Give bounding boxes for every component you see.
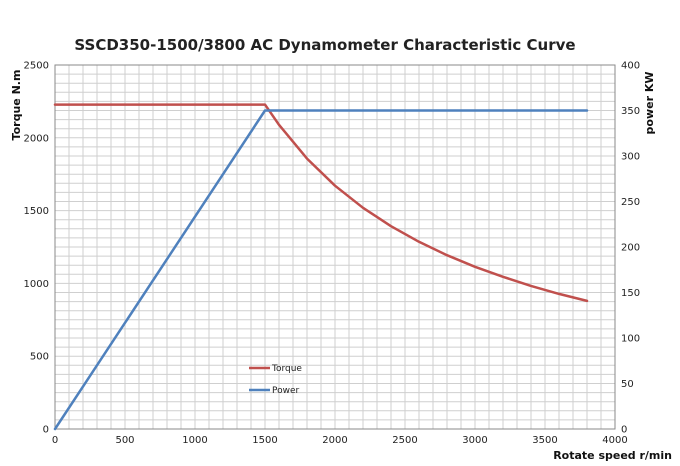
left-axis-ticks: 0 500 1000 1500 2000 2500 (24, 61, 49, 436)
x-tick-label: 4000 (602, 435, 627, 446)
x-tick-label: 2000 (322, 435, 347, 446)
x-axis-label: Rotate speed r/min (553, 449, 672, 462)
y2-tick-label: 250 (621, 197, 640, 208)
y2-tick-label: 350 (621, 106, 640, 117)
y-tick-label: 500 (30, 352, 49, 363)
series-layer (53, 103, 589, 431)
series-line-torque (53, 103, 589, 303)
y2-axis-label: power KW (643, 72, 656, 135)
right-axis-ticks: 0 50 100 150 200 250 300 350 400 (621, 61, 640, 436)
y-tick-label: 1500 (24, 206, 49, 217)
bottom-axis-ticks: 0 500 1000 1500 2000 2500 3000 3500 4000 (52, 435, 628, 446)
y-axis-label: Torque N.m (10, 70, 23, 141)
legend-power-label: Power (272, 386, 300, 396)
x-tick-label: 3500 (532, 435, 557, 446)
y2-tick-label: 150 (621, 288, 640, 299)
y2-tick-label: 200 (621, 243, 640, 254)
legend-torque-label: Torque (271, 364, 302, 374)
x-tick-label: 1500 (252, 435, 277, 446)
y2-tick-label: 0 (621, 425, 627, 436)
plot-area-border (54, 64, 616, 430)
x-tick-label: 3000 (462, 435, 487, 446)
y2-tick-label: 300 (621, 152, 640, 163)
y-tick-label: 1000 (24, 279, 49, 290)
x-tick-label: 1000 (182, 435, 207, 446)
x-tick-label: 0 (52, 435, 58, 446)
y-tick-label: 0 (43, 425, 49, 436)
y2-tick-label: 400 (621, 61, 640, 72)
y-tick-label: 2000 (24, 133, 49, 144)
x-tick-label: 2500 (392, 435, 417, 446)
y2-tick-label: 100 (621, 334, 640, 345)
chart-title: SSCD350-1500/3800 AC Dynamometer Charact… (74, 36, 575, 54)
legend: Torque Power (249, 364, 302, 396)
y2-tick-label: 50 (621, 379, 634, 390)
series-line-power (53, 109, 589, 431)
y-tick-label: 2500 (24, 61, 49, 72)
grid (55, 65, 615, 429)
x-tick-label: 500 (115, 435, 134, 446)
